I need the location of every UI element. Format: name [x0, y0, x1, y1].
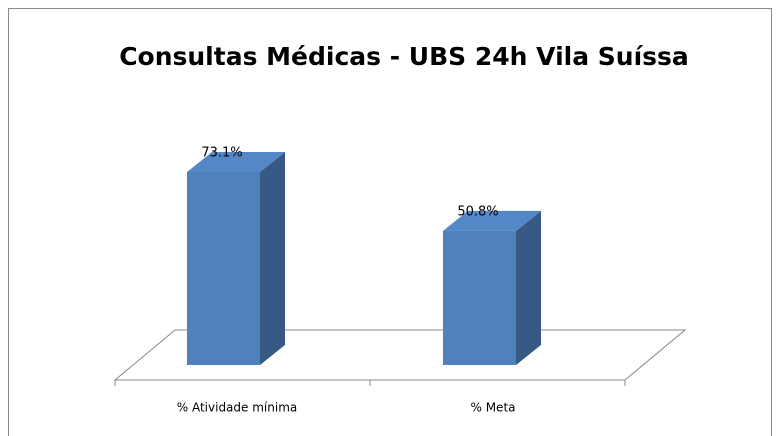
chart-title: Consultas Médicas - UBS 24h Vila Suíssa — [119, 42, 689, 71]
bar-front — [443, 230, 516, 365]
bar-side — [260, 152, 285, 365]
x-tick-label: % Meta — [470, 401, 515, 415]
bar — [187, 152, 285, 365]
value-label: 50.8% — [457, 204, 498, 219]
bar — [443, 210, 541, 365]
bar-front — [187, 172, 260, 365]
bar-top — [187, 152, 285, 173]
bar-top — [443, 210, 541, 231]
bar-side — [516, 210, 541, 365]
value-label: 73.1% — [201, 146, 242, 161]
x-tick-label: % Atividade mínima — [177, 401, 297, 415]
